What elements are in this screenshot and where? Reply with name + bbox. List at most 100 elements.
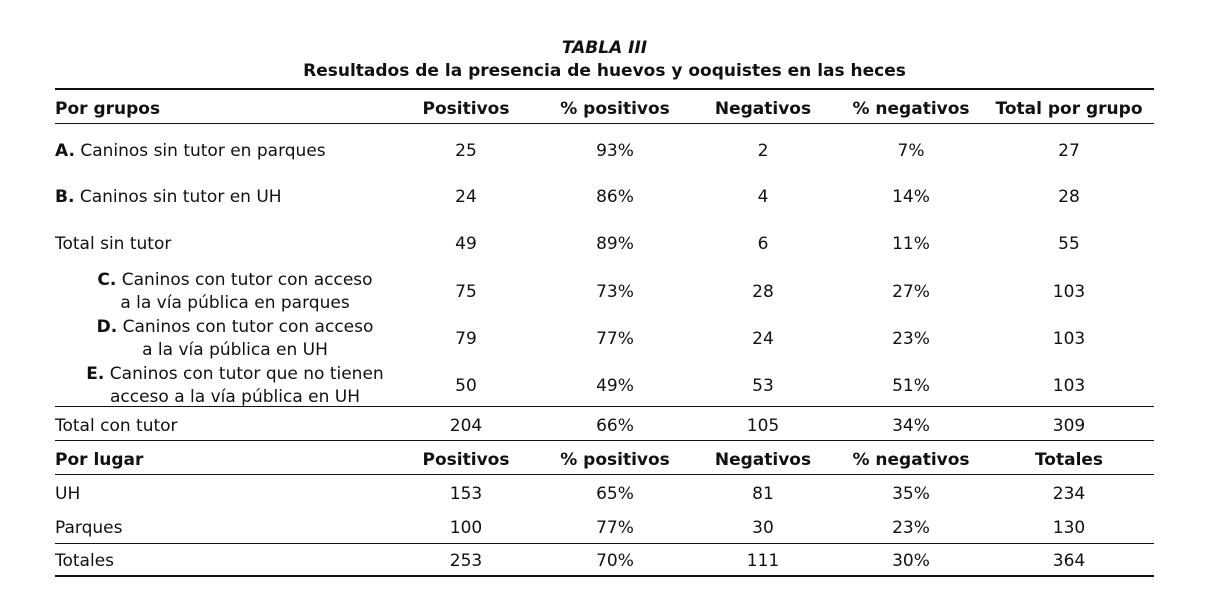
row-label-text: Caninos sin tutor en UH: [79, 187, 282, 207]
cell-pct-negativos: 27%: [892, 282, 930, 302]
header-pct-negativos: % negativos: [852, 99, 970, 119]
header-positivos: Positivos: [422, 99, 510, 119]
row-label: C. Caninos con tutor con acceso a la vía…: [55, 268, 415, 316]
cell-pct-positivos: 70%: [596, 551, 634, 571]
cell-pct-negativos: 7%: [897, 141, 925, 161]
table-row: Total sin tutor 49 89% 6 11% 55: [55, 229, 1154, 259]
place-header-rule: [55, 474, 1154, 475]
row-label-line2: acceso a la vía pública en UH: [109, 387, 361, 407]
table-row: D. Caninos con tutor con acceso a la vía…: [55, 315, 1154, 363]
cell-negativos: 28: [752, 282, 774, 302]
cell-positivos: 79: [455, 329, 477, 349]
cell-negativos: 53: [752, 376, 774, 396]
cell-negativos: 2: [757, 141, 769, 161]
cell-negativos: 24: [752, 329, 774, 349]
cell-negativos: 105: [746, 416, 780, 436]
header-negativos: Negativos: [714, 99, 812, 119]
table-row: UH 153 65% 81 35% 234: [55, 479, 1154, 509]
table-row: E. Caninos con tutor que no tienen acces…: [55, 362, 1154, 410]
cell-pct-positivos: 77%: [596, 518, 634, 538]
row-label-text: Caninos con tutor con acceso: [121, 270, 373, 290]
cell-total: 28: [1058, 187, 1080, 207]
cell-pct-positivos: 93%: [596, 141, 634, 161]
row-label-line2: a la vía pública en UH: [142, 340, 328, 360]
row-letter: E.: [86, 364, 105, 384]
cell-pct-negativos: 23%: [892, 329, 930, 349]
cell-total: 309: [1052, 416, 1086, 436]
cell-pct-positivos: 66%: [596, 416, 634, 436]
cell-positivos: 75: [455, 282, 477, 302]
cell-total: 103: [1052, 376, 1086, 396]
cell-positivos: 153: [449, 484, 483, 504]
row-label: UH: [55, 484, 81, 504]
row-label-text: Caninos con tutor con acceso: [122, 317, 374, 337]
header-pct-positivos: % positivos: [560, 99, 670, 119]
row-label-line2: a la vía pública en parques: [120, 293, 350, 313]
table-title: Resultados de la presencia de huevos y o…: [303, 61, 906, 81]
cell-positivos: 25: [455, 141, 477, 161]
row-letter: C.: [97, 270, 117, 290]
header-positivos: Positivos: [422, 450, 510, 470]
table-row: C. Caninos con tutor con acceso a la vía…: [55, 268, 1154, 316]
row-label: Total sin tutor: [55, 234, 172, 254]
cell-positivos: 204: [449, 416, 483, 436]
cell-pct-negativos: 11%: [892, 234, 930, 254]
groups-header-row: Por grupos Positivos % positivos Negativ…: [55, 94, 1154, 124]
cell-pct-positivos: 65%: [596, 484, 634, 504]
totales-top-rule: [55, 543, 1154, 544]
table-row: Total con tutor 204 66% 105 34% 309: [55, 411, 1154, 441]
row-letter: D.: [96, 317, 118, 337]
cell-positivos: 253: [449, 551, 483, 571]
cell-total: 103: [1052, 282, 1086, 302]
header-total-por-grupo: Total por grupo: [995, 99, 1143, 119]
table-row: B. Caninos sin tutor en UH 24 86% 4 14% …: [55, 182, 1154, 212]
table-row: Totales 253 70% 111 30% 364: [55, 546, 1154, 576]
table-number: TABLA III: [561, 38, 648, 58]
header-rule: [55, 123, 1154, 124]
bottom-rule: [55, 575, 1154, 577]
table-row: A. Caninos sin tutor en parques 25 93% 2…: [55, 136, 1154, 166]
cell-pct-positivos: 49%: [596, 376, 634, 396]
top-rule: [55, 88, 1154, 90]
row-letter: B.: [55, 187, 75, 207]
header-por-grupos: Por grupos: [55, 99, 161, 119]
cell-total: 27: [1058, 141, 1080, 161]
header-totales: Totales: [1034, 450, 1104, 470]
cell-negativos: 81: [752, 484, 774, 504]
cell-pct-positivos: 89%: [596, 234, 634, 254]
row-label: Total con tutor: [55, 416, 178, 436]
row-label: B. Caninos sin tutor en UH: [55, 182, 415, 212]
cell-pct-negativos: 35%: [892, 484, 930, 504]
cell-total: 364: [1052, 551, 1086, 571]
cell-positivos: 100: [449, 518, 483, 538]
row-letter: A.: [55, 141, 75, 161]
cell-positivos: 50: [455, 376, 477, 396]
row-label: Parques: [55, 518, 123, 538]
table-row: Parques 100 77% 30 23% 130: [55, 513, 1154, 543]
cell-pct-negativos: 30%: [892, 551, 930, 571]
cell-positivos: 49: [455, 234, 477, 254]
cell-negativos: 6: [757, 234, 769, 254]
row-label: D. Caninos con tutor con acceso a la vía…: [55, 315, 415, 363]
cell-pct-positivos: 73%: [596, 282, 634, 302]
place-header-row: Por lugar Positivos % positivos Negativo…: [55, 445, 1154, 475]
cell-pct-negativos: 23%: [892, 518, 930, 538]
total-con-tutor-top-rule: [55, 406, 1154, 407]
cell-pct-negativos: 51%: [892, 376, 930, 396]
cell-total: 234: [1052, 484, 1086, 504]
row-label-text: Caninos con tutor que no tienen: [109, 364, 384, 384]
cell-negativos: 30: [752, 518, 774, 538]
section-rule: [55, 440, 1154, 441]
header-por-lugar: Por lugar: [55, 450, 144, 470]
cell-total: 103: [1052, 329, 1086, 349]
header-pct-negativos: % negativos: [852, 450, 970, 470]
cell-pct-positivos: 86%: [596, 187, 634, 207]
cell-pct-negativos: 14%: [892, 187, 930, 207]
cell-total: 130: [1052, 518, 1086, 538]
cell-positivos: 24: [455, 187, 477, 207]
cell-negativos: 111: [746, 551, 780, 571]
row-label: E. Caninos con tutor que no tienen acces…: [55, 362, 415, 410]
row-label: A. Caninos sin tutor en parques: [55, 136, 415, 166]
row-label-text: Caninos sin tutor en parques: [80, 141, 326, 161]
cell-total: 55: [1058, 234, 1080, 254]
